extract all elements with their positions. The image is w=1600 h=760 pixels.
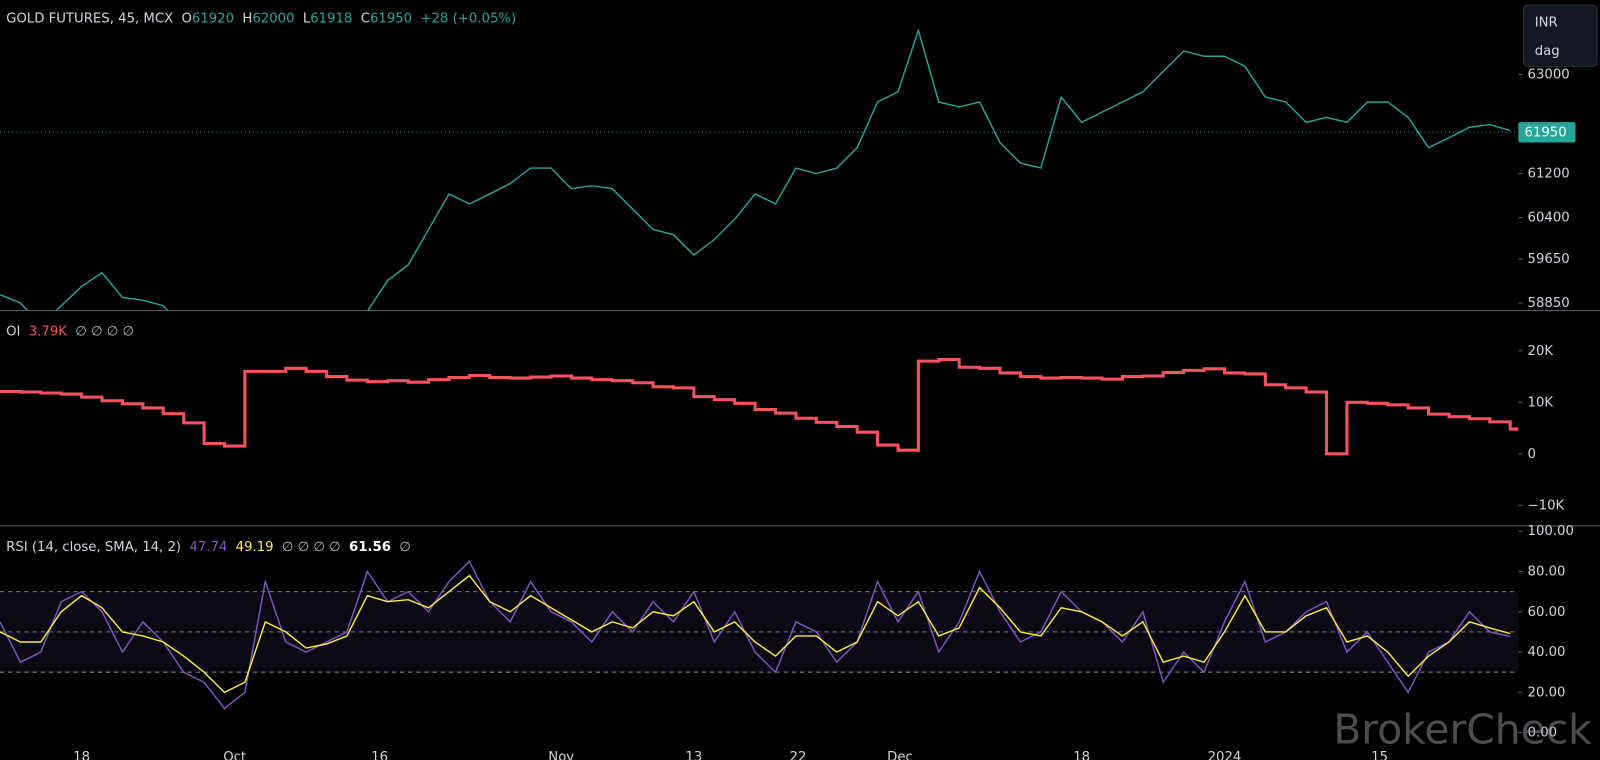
x-tick-label: 18 bbox=[1073, 750, 1090, 760]
x-tick-label: 18 bbox=[73, 750, 90, 760]
y-tick-label: 0 bbox=[1528, 447, 1536, 462]
x-tick-label: Nov bbox=[548, 750, 574, 760]
pane bbox=[0, 560, 1519, 710]
symbol: GOLD FUTURES, 45, MCX bbox=[6, 11, 173, 26]
last-price-box bbox=[1518, 122, 1576, 143]
series-line bbox=[0, 574, 1511, 694]
series-line bbox=[0, 560, 1511, 710]
x-tick-label: 13 bbox=[685, 750, 702, 760]
x-tick-label: 2024 bbox=[1208, 750, 1242, 760]
ohlc-label: O bbox=[182, 11, 192, 26]
x-tick-label: Dec bbox=[887, 750, 913, 760]
pane bbox=[0, 358, 1519, 456]
rsi-value: 47.74 bbox=[189, 540, 227, 555]
unit: INR bbox=[1535, 15, 1558, 30]
rsi-legend: RSI (14, close, SMA, 14, 2) 47.74 49.19 … bbox=[6, 540, 411, 555]
rsi-sma-value: 49.19 bbox=[236, 540, 274, 555]
y-tick-label: −10K bbox=[1528, 498, 1565, 513]
y-tick-label: 10K bbox=[1528, 395, 1554, 410]
placeholder: ∅ bbox=[399, 540, 411, 555]
y-tick-label: 20K bbox=[1528, 344, 1554, 359]
ohlc-value: 61918 bbox=[310, 11, 352, 26]
change: +28 (+0.05%) bbox=[420, 11, 516, 26]
rsi-title: RSI (14, close, SMA, 14, 2) bbox=[6, 540, 181, 555]
y-tick-label: 60.00 bbox=[1528, 605, 1566, 620]
ohlc-label: C bbox=[361, 11, 370, 26]
placeholders: ∅ ∅ ∅ ∅ bbox=[75, 325, 134, 340]
last-price-label: 61950 bbox=[1524, 125, 1566, 140]
y-tick-label: 60400 bbox=[1528, 211, 1570, 226]
ohlc-label: H bbox=[242, 11, 252, 26]
oi-title: OI bbox=[6, 325, 20, 340]
watermark: BrokerCheck bbox=[1333, 705, 1592, 753]
y-tick-label: 40.00 bbox=[1528, 645, 1566, 660]
y-tick-label: 20.00 bbox=[1528, 685, 1566, 700]
oi-legend: OI 3.79K ∅ ∅ ∅ ∅ bbox=[6, 325, 134, 340]
y-tick-label: 59650 bbox=[1528, 252, 1570, 267]
y-tick-label: 61200 bbox=[1528, 167, 1570, 182]
oi-value: 3.79K bbox=[29, 325, 68, 340]
y-tick-label: 63000 bbox=[1528, 67, 1570, 82]
step-line bbox=[0, 358, 1519, 456]
x-tick-label: 22 bbox=[790, 750, 807, 760]
x-tick-label: 16 bbox=[371, 750, 388, 760]
unit: dag bbox=[1535, 44, 1560, 59]
ohlc-value: 61920 bbox=[192, 11, 234, 26]
y-tick-label: 0.00 bbox=[1528, 726, 1558, 741]
ohlc-value: 61950 bbox=[370, 11, 412, 26]
ohlc-value: 62000 bbox=[252, 11, 294, 26]
price-legend: GOLD FUTURES, 45, MCX O61920 H62000 L619… bbox=[6, 11, 516, 26]
extra-value: 61.56 bbox=[349, 540, 391, 555]
x-tick-label: 15 bbox=[1371, 750, 1388, 760]
y-tick-label: 100.00 bbox=[1528, 524, 1574, 539]
y-tick-label: 80.00 bbox=[1528, 565, 1566, 580]
pane bbox=[0, 27, 1511, 311]
unit-box[interactable] bbox=[1522, 4, 1598, 67]
x-tick-label: Oct bbox=[223, 750, 246, 760]
placeholders: ∅ ∅ ∅ ∅ bbox=[282, 540, 341, 555]
ohlc-label: L bbox=[303, 11, 311, 26]
series-line bbox=[0, 27, 1511, 311]
y-tick-label: 58850 bbox=[1528, 296, 1570, 311]
